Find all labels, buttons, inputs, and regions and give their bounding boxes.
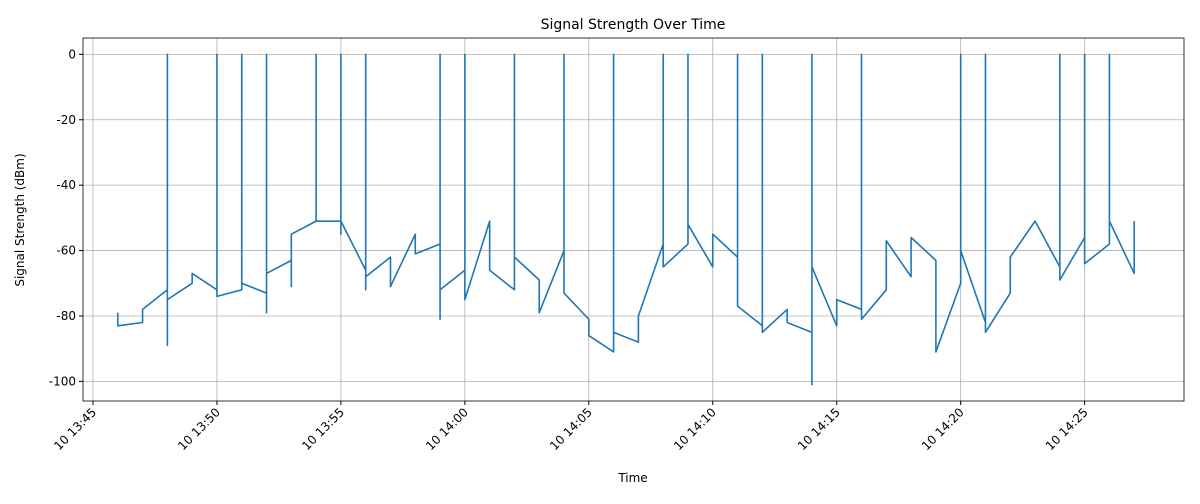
x-tick-label: 10 13:55 xyxy=(299,405,347,453)
x-tick-label: 10 14:25 xyxy=(1043,405,1091,453)
plot-frame xyxy=(82,37,1185,402)
x-tick-label: 10 13:45 xyxy=(51,405,99,453)
chart-title: Signal Strength Over Time xyxy=(541,17,726,33)
data-line xyxy=(116,53,1136,386)
x-tick-label: 10 13:50 xyxy=(175,405,223,453)
y-tick-label: -20 xyxy=(56,113,76,127)
x-axis-label: Time xyxy=(617,471,647,485)
x-tick-label: 10 14:05 xyxy=(547,405,595,453)
x-tick-label: 10 14:10 xyxy=(671,405,719,453)
x-tick-label: 10 14:00 xyxy=(423,405,471,453)
y-tick-label: -40 xyxy=(56,178,76,192)
y-tick-label: -100 xyxy=(49,374,76,388)
x-tick-label: 10 14:20 xyxy=(919,405,967,453)
x-tick-label: 10 14:15 xyxy=(795,405,843,453)
y-tick-label: -60 xyxy=(56,244,76,258)
y-tick-label: -80 xyxy=(56,309,76,323)
y-tick-label: 0 xyxy=(68,47,76,61)
y-axis-label: Signal Strength (dBm) xyxy=(13,153,27,286)
